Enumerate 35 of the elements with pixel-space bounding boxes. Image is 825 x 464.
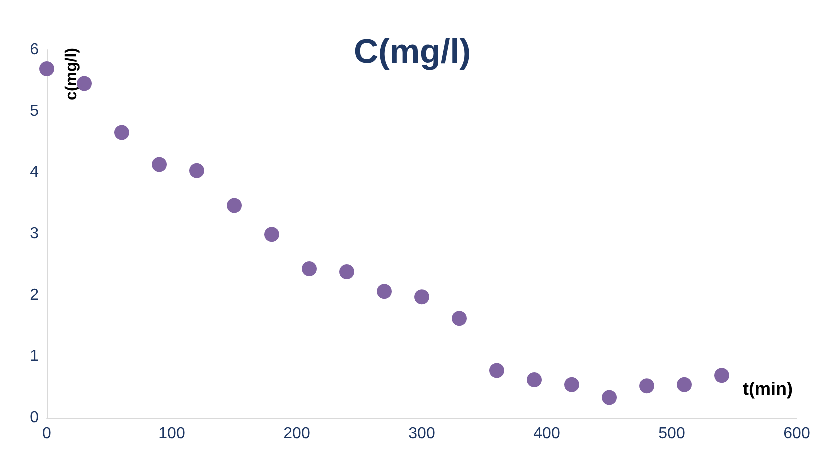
x-axis-title: t(min) [743,379,794,399]
point [227,198,242,214]
point [490,363,504,378]
x-tick-label: 600 [784,426,810,442]
point [377,284,392,300]
y-tick-label: 6 [30,42,40,58]
point [414,290,430,305]
y-tick-label: 3 [30,226,40,242]
point [302,261,317,276]
point [677,377,692,392]
point [40,62,54,77]
y-tick-label: 5 [30,102,40,120]
y-tick-label: 2 [30,286,40,304]
point [527,372,542,388]
y-tick-label: 0 [30,410,40,426]
x-tick-label: 500 [658,426,686,442]
point [152,157,167,172]
point [264,227,280,242]
point [452,311,467,326]
x-tick-label: 400 [534,426,560,442]
point [714,368,730,384]
y-tick-label: 1 [30,348,40,366]
point [190,163,204,178]
point [340,264,354,280]
point [114,125,130,140]
point [564,377,580,392]
y-axis-title: c(mg/l) [64,48,80,100]
y-tick-label: 4 [30,164,40,182]
point [640,378,654,394]
chart-title: C(mg/l) [354,33,472,71]
point [602,390,617,406]
x-tick-label: 300 [408,426,436,442]
x-tick-label: 0 [42,426,52,442]
x-tick-label: 200 [284,426,310,442]
x-tick-label: 100 [158,426,186,442]
